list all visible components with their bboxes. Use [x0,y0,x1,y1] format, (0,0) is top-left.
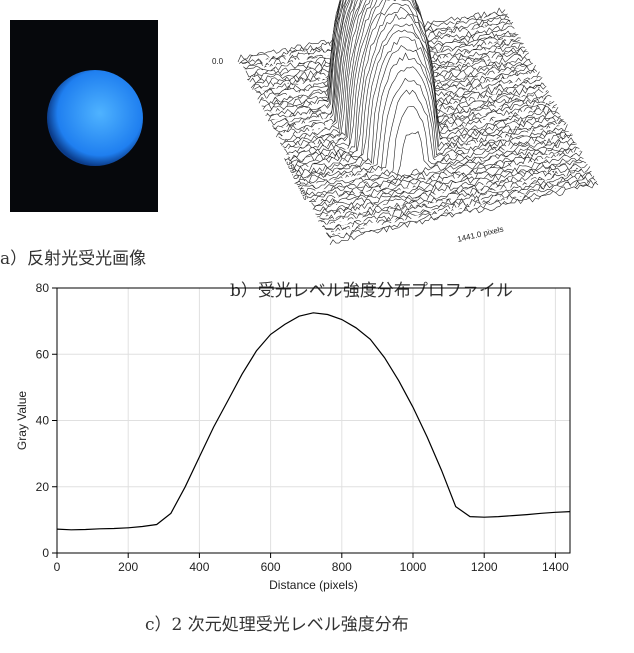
x-tick-label: 200 [118,560,138,574]
light-spot [47,70,143,166]
y-tick-label: 60 [36,347,50,361]
figure: 0.0 1359.0 pixels 1441.0 pixels a）反射光受光画… [0,0,634,653]
x-tick-label: 800 [332,560,352,574]
page: 0.0 1359.0 pixels 1441.0 pixels a）反射光受光画… [0,0,634,653]
x-tick-label: 1200 [471,560,498,574]
x-tick-label: 1000 [400,560,427,574]
caption: a）反射光受光画像 [0,249,146,269]
surface-label: 0.0 [212,57,224,66]
x-tick-label: 400 [189,560,209,574]
x-tick-label: 1400 [542,560,569,574]
y-tick-label: 0 [42,546,49,560]
y-tick-label: 40 [36,414,50,428]
y-axis-label: Gray Value [15,391,29,450]
caption: b）受光レベル強度分布プロファイル [230,281,513,301]
y-tick-label: 80 [36,281,50,295]
caption: c）2 次元処理受光レベル強度分布 [145,615,409,635]
data-line [57,313,570,530]
line-chart: 0 200 400 600 800 1000 1200 1400 0 20 40 60 80 Distan… [15,281,570,592]
x-axis-label: Distance (pixels) [269,578,358,592]
surface-plot [238,0,598,245]
surface-label: 1441.0 pixels [456,225,504,244]
x-tick-label: 600 [261,560,281,574]
x-tick-label: 0 [54,560,61,574]
y-tick-label: 20 [36,480,50,494]
